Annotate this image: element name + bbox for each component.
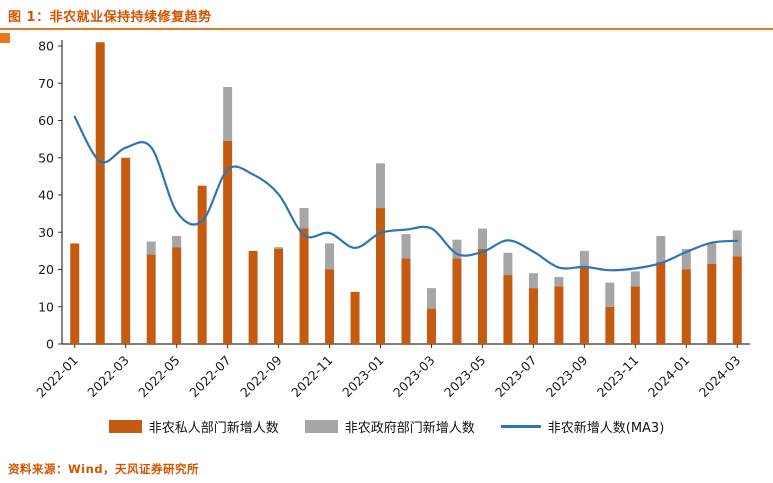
legend-item-ma3: 非农新增人数(MA3) bbox=[500, 417, 665, 436]
svg-text:2023-05: 2023-05 bbox=[441, 353, 489, 401]
svg-text:2023-09: 2023-09 bbox=[543, 352, 591, 400]
svg-text:10: 10 bbox=[38, 299, 54, 314]
svg-text:2023-03: 2023-03 bbox=[390, 353, 438, 401]
svg-text:2024-01: 2024-01 bbox=[645, 353, 693, 401]
svg-text:2022-09: 2022-09 bbox=[237, 352, 285, 400]
legend-label-government: 非农政府部门新增人数 bbox=[344, 421, 475, 436]
svg-text:2024-03: 2024-03 bbox=[696, 353, 744, 401]
figure-title: 图 1：非农就业保持持续修复趋势 bbox=[8, 10, 212, 25]
svg-text:2022-07: 2022-07 bbox=[186, 353, 234, 401]
svg-text:2022-05: 2022-05 bbox=[135, 353, 183, 401]
chart-legend: 非农私人部门新增人数 非农政府部门新增人数 非农新增人数(MA3) bbox=[0, 417, 773, 436]
svg-text:2023-07: 2023-07 bbox=[492, 353, 540, 401]
svg-text:30: 30 bbox=[38, 225, 54, 240]
svg-text:2023-01: 2023-01 bbox=[339, 353, 387, 401]
svg-text:2022-11: 2022-11 bbox=[288, 353, 336, 401]
legend-item-government: 非农政府部门新增人数 bbox=[304, 417, 475, 436]
orange-bar-swatch-icon bbox=[108, 420, 142, 433]
legend-label-private: 非农私人部门新增人数 bbox=[148, 421, 279, 436]
svg-text:80: 80 bbox=[38, 39, 54, 54]
blue-line-swatch-icon bbox=[500, 425, 541, 428]
svg-text:40: 40 bbox=[38, 188, 54, 203]
legend-label-ma3: 非农新增人数(MA3) bbox=[547, 421, 665, 436]
source-text: 资料来源：Wind，天风证券研究所 bbox=[8, 462, 200, 476]
svg-text:60: 60 bbox=[38, 113, 54, 128]
svg-text:50: 50 bbox=[38, 150, 54, 165]
svg-text:20: 20 bbox=[38, 262, 54, 277]
header-accent-square bbox=[0, 33, 10, 43]
gray-bar-swatch-icon bbox=[304, 420, 338, 433]
svg-text:0: 0 bbox=[46, 337, 54, 352]
svg-text:2023-11: 2023-11 bbox=[594, 353, 642, 401]
header-rule bbox=[0, 28, 773, 30]
legend-item-private: 非农私人部门新增人数 bbox=[108, 417, 279, 436]
svg-text:2022-03: 2022-03 bbox=[84, 353, 132, 401]
svg-text:70: 70 bbox=[38, 76, 54, 91]
svg-text:2022-01: 2022-01 bbox=[33, 353, 81, 401]
